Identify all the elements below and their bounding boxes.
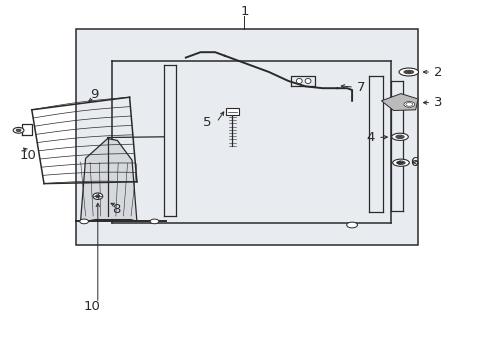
Text: 4: 4	[366, 131, 374, 144]
Text: 1: 1	[240, 5, 248, 18]
Text: 5: 5	[203, 116, 211, 129]
Ellipse shape	[305, 78, 310, 84]
Text: 10: 10	[20, 149, 37, 162]
Ellipse shape	[403, 70, 413, 74]
Ellipse shape	[16, 129, 21, 132]
Ellipse shape	[391, 133, 407, 140]
Polygon shape	[81, 139, 137, 221]
Polygon shape	[381, 94, 417, 111]
Ellipse shape	[403, 102, 414, 107]
Ellipse shape	[93, 193, 102, 199]
Text: 6: 6	[409, 156, 417, 169]
Ellipse shape	[395, 135, 403, 139]
Ellipse shape	[13, 127, 24, 133]
Ellipse shape	[96, 195, 100, 198]
Text: 7: 7	[356, 81, 365, 94]
Ellipse shape	[392, 159, 408, 166]
Text: 8: 8	[112, 203, 121, 216]
Text: 10: 10	[83, 300, 100, 313]
Bar	[76, 29, 417, 245]
Ellipse shape	[80, 219, 88, 224]
Text: 3: 3	[433, 96, 441, 109]
Ellipse shape	[396, 161, 404, 165]
Bar	[225, 108, 238, 115]
Ellipse shape	[150, 219, 159, 224]
Text: 9: 9	[90, 88, 99, 101]
Text: 2: 2	[433, 66, 441, 78]
Ellipse shape	[346, 222, 357, 228]
Ellipse shape	[296, 78, 302, 84]
Ellipse shape	[398, 68, 418, 76]
